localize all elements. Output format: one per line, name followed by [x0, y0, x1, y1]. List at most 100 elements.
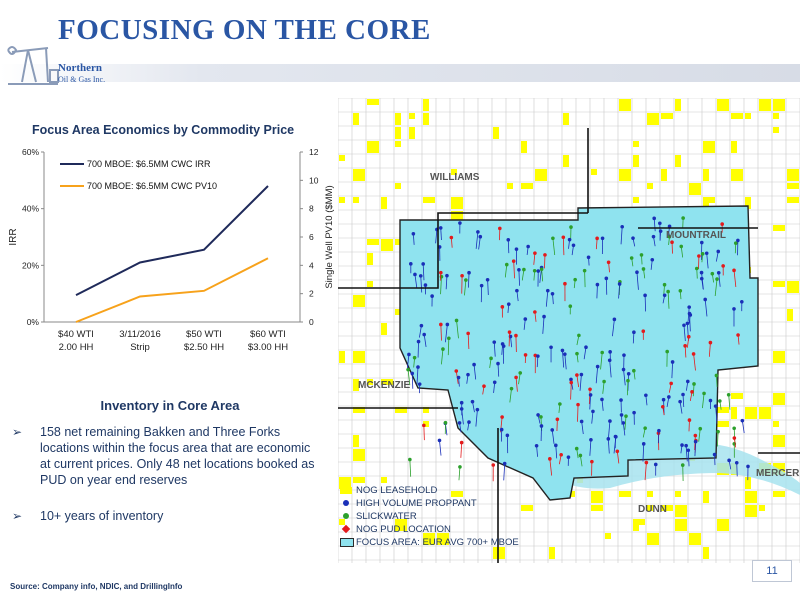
- well-lateral: [698, 428, 701, 442]
- focus-area-polygon: [399, 205, 759, 501]
- leasehold-tract: [423, 99, 429, 111]
- leasehold-tract: [367, 141, 373, 153]
- well-dot: [514, 333, 518, 338]
- well-lateral: [562, 350, 565, 368]
- well-dot: [532, 268, 537, 273]
- logo-name: Northern: [58, 62, 102, 74]
- well-lateral: [602, 381, 605, 394]
- right-tick-label: 4: [309, 260, 314, 270]
- well-dot: [606, 260, 611, 265]
- well-dot: [644, 393, 648, 398]
- well-dot: [536, 413, 540, 417]
- well-dot: [543, 253, 547, 257]
- well-dot: [569, 377, 573, 382]
- leasehold-tract: [731, 407, 737, 419]
- well-lateral: [623, 369, 626, 386]
- well-dot: [418, 274, 423, 278]
- well-dot: [652, 216, 656, 221]
- well-dot: [554, 443, 558, 448]
- well-dot: [626, 371, 631, 376]
- well-dot: [502, 461, 507, 466]
- well-dot: [582, 268, 587, 273]
- leasehold-tract: [339, 197, 345, 203]
- well-dot: [632, 410, 636, 415]
- leasehold-tract: [367, 253, 373, 265]
- well-dot: [410, 371, 415, 376]
- well-dot: [639, 253, 644, 257]
- well-dot: [667, 235, 672, 239]
- well-lateral: [693, 353, 696, 371]
- well-lateral: [518, 269, 520, 286]
- leasehold-tract: [787, 169, 799, 181]
- well-dot: [443, 420, 448, 425]
- well-lateral: [613, 436, 617, 454]
- well-dot: [714, 373, 719, 378]
- legend-label: FOCUS AREA: EUR AVG 700+ MBOE: [356, 537, 519, 548]
- page-title: FOCUSING ON THE CORE: [58, 14, 431, 46]
- inventory-title: Inventory in Core Area: [100, 398, 240, 413]
- well-dot: [693, 439, 698, 444]
- well-lateral: [542, 316, 545, 334]
- leasehold-tract: [605, 533, 611, 539]
- arrow-bullet-icon: ➢: [12, 509, 23, 523]
- leasehold-tract: [689, 183, 701, 195]
- well-dot: [501, 344, 506, 348]
- well-lateral: [620, 226, 623, 245]
- well-dot: [650, 257, 655, 262]
- bullet-item: ➢ 10+ years of inventory: [12, 508, 322, 524]
- well-lateral: [609, 360, 612, 378]
- leasehold-tract: [661, 113, 673, 119]
- legend-item-leasehold: NOG LEASEHOLD: [338, 484, 538, 497]
- well-dot: [721, 264, 725, 268]
- source-note: Source: Company info, NDIC, and Drilling…: [10, 582, 183, 591]
- leasehold-tract: [395, 127, 401, 139]
- leasehold-tract: [675, 491, 681, 497]
- leasehold-tract: [381, 239, 393, 251]
- well-dot: [558, 402, 562, 406]
- well-dot: [523, 317, 528, 321]
- leasehold-tract: [521, 505, 533, 511]
- well-dot: [608, 350, 612, 354]
- well-dot: [708, 340, 713, 345]
- leasehold-tract: [633, 197, 639, 203]
- well-dot: [700, 252, 705, 256]
- well-dot: [412, 355, 417, 360]
- well-dot: [679, 244, 684, 249]
- well-lateral: [536, 445, 538, 457]
- well-dot: [511, 259, 516, 263]
- well-lateral: [458, 466, 461, 481]
- well-dot: [571, 243, 576, 248]
- well-dot: [548, 457, 552, 461]
- leasehold-tract: [437, 533, 449, 545]
- leasehold-tract: [703, 491, 709, 503]
- well-dot: [549, 345, 553, 350]
- well-dot: [658, 221, 662, 226]
- county-label: WILLIAMS: [430, 172, 480, 183]
- well-lateral: [487, 279, 489, 295]
- well-dot: [560, 348, 565, 353]
- leasehold-tract: [731, 169, 743, 181]
- leasehold-tract: [773, 113, 779, 119]
- well-lateral: [416, 367, 419, 385]
- well-dot: [476, 230, 480, 234]
- well-dot: [716, 249, 721, 254]
- leasehold-tract: [367, 99, 379, 105]
- well-dot: [632, 330, 636, 335]
- leasehold-tract: [773, 127, 779, 133]
- x-tick-label: $50 WTI: [186, 329, 222, 340]
- well-dot: [713, 404, 718, 408]
- well-lateral: [717, 431, 719, 447]
- well-dot: [686, 448, 691, 453]
- well-lateral: [583, 347, 587, 360]
- leasehold-tract: [787, 281, 799, 293]
- well-dot: [576, 402, 580, 407]
- well-dot: [533, 251, 537, 255]
- leasehold-tract: [633, 155, 639, 167]
- well-dot: [456, 375, 461, 380]
- well-dot: [670, 240, 674, 245]
- leasehold-tract: [535, 169, 547, 181]
- leasehold-tract: [353, 477, 365, 483]
- leasehold-tract: [339, 477, 351, 489]
- well-dot: [422, 423, 426, 428]
- well-dot: [740, 418, 745, 423]
